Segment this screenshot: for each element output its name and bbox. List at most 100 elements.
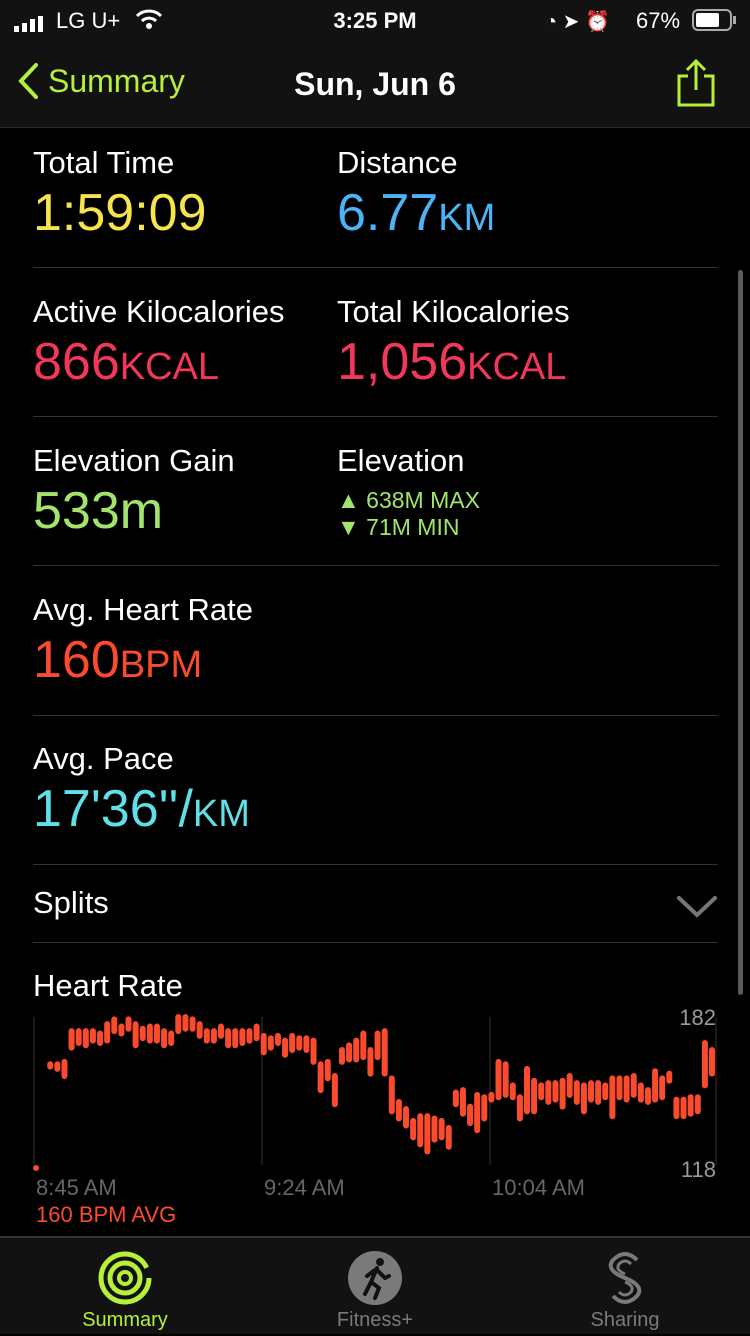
hr-bar (673, 1096, 680, 1120)
hr-bar (61, 1058, 68, 1079)
hr-bar (531, 1077, 538, 1115)
hr-bar (317, 1061, 324, 1094)
share-button[interactable] (676, 58, 716, 113)
hr-bar (310, 1037, 317, 1065)
tab-summary[interactable]: Summary (0, 1238, 250, 1336)
hr-bar (637, 1082, 644, 1103)
hr-bar (431, 1115, 438, 1143)
chevron-left-icon (18, 63, 38, 99)
hr-bar (246, 1028, 253, 1044)
hr-bar (189, 1016, 196, 1032)
hr-bar (89, 1028, 96, 1044)
avg-hr-unit: BPM (119, 644, 203, 686)
hr-bar (559, 1077, 566, 1110)
hr-bar (338, 1047, 345, 1065)
hr-bar (54, 1061, 61, 1072)
hr-bar (588, 1080, 595, 1103)
hr-bar (424, 1113, 431, 1155)
row-time-distance: Total Time 1:59:09 Distance 6.77KM (33, 145, 718, 268)
y-tick-label: 118 (681, 1157, 716, 1182)
hr-bar (580, 1082, 587, 1115)
hr-bar (395, 1098, 402, 1122)
hr-bar (289, 1032, 296, 1054)
hr-bar (97, 1030, 104, 1046)
hr-bar (609, 1075, 616, 1120)
distance-unit: KM (438, 197, 496, 239)
hr-bar (616, 1075, 623, 1101)
y-tick-label: 182 (679, 1005, 716, 1030)
hr-bar (68, 1028, 75, 1051)
total-kcal-label: Total Kilocalories (337, 294, 570, 329)
row-kcal: Active Kilocalories 866KCAL Total Kiloca… (33, 294, 718, 417)
row-elevation: Elevation Gain 533m Elevation ▲ 638M MAX… (33, 443, 718, 566)
hr-bar (374, 1030, 381, 1061)
hr-bar (573, 1080, 580, 1105)
tab-sharing[interactable]: Sharing (500, 1238, 750, 1336)
active-kcal-value: 866 (33, 333, 120, 391)
hr-bar (467, 1103, 474, 1127)
tab-bar: Summary Fitness+ Sharing (0, 1236, 750, 1334)
hr-bar (360, 1030, 367, 1061)
hr-bar (168, 1030, 175, 1046)
hr-bar (545, 1080, 552, 1105)
tab-fitness-plus[interactable]: Fitness+ (250, 1238, 500, 1336)
hr-bar (417, 1113, 424, 1148)
distance-label: Distance (337, 145, 458, 180)
back-button[interactable]: Summary (16, 62, 185, 100)
clock: 3:25 PM (333, 8, 417, 33)
hr-bar (502, 1061, 509, 1098)
tab-sharing-label: Sharing (590, 1309, 660, 1331)
hr-bar (488, 1091, 495, 1103)
hr-bar (104, 1021, 111, 1044)
hr-bar (210, 1028, 217, 1044)
x-tick-label: 8:45 AM (36, 1175, 117, 1200)
hr-bar (239, 1028, 246, 1046)
total-time: Total Time 1:59:09 (33, 145, 207, 243)
hr-bar (516, 1094, 523, 1122)
avg-hr-label: Avg. Heart Rate (33, 592, 253, 627)
elevation-min: ▼ 71M MIN (337, 514, 460, 540)
hr-bar (225, 1028, 232, 1049)
avg-pace-value: 17'36''/ (33, 780, 193, 838)
total-time-value: 1:59:09 (33, 184, 207, 242)
hr-bar (203, 1028, 210, 1044)
hr-bar (282, 1037, 289, 1058)
hr-bar (75, 1028, 82, 1046)
hr-bar (694, 1094, 701, 1115)
hr-bar (218, 1023, 225, 1039)
hr-bar (481, 1094, 488, 1122)
tab-summary-label: Summary (82, 1309, 168, 1331)
hr-bar (410, 1117, 417, 1141)
elevation-label: Elevation (337, 443, 465, 478)
scrollbar[interactable] (738, 270, 743, 995)
splits-label: Splits (33, 885, 109, 920)
active-kcal-label: Active Kilocalories (33, 294, 285, 329)
hr-bar (623, 1075, 630, 1103)
hr-bar (146, 1023, 153, 1044)
elevation-max: ▲ 638M MAX (337, 487, 480, 513)
hr-bar (33, 1165, 39, 1171)
hr-bar (346, 1042, 353, 1063)
hr-avg-label: 160 BPM AVG (36, 1202, 177, 1227)
active-kcal: Active Kilocalories 866KCAL (33, 294, 285, 392)
hr-bar (267, 1035, 274, 1051)
battery-percent: 67% (636, 8, 681, 33)
splits-row[interactable]: Splits (33, 865, 718, 943)
hr-bar (523, 1065, 530, 1115)
hr-bar (153, 1023, 160, 1044)
hr-bar (509, 1082, 516, 1101)
elevation-gain-label: Elevation Gain (33, 443, 235, 478)
hr-bar (388, 1075, 395, 1115)
hr-bar (260, 1032, 267, 1056)
hr-bar (701, 1039, 708, 1089)
page-title: Sun, Jun 6 (294, 66, 456, 102)
elevation-gain: Elevation Gain 533m (33, 443, 235, 541)
avg-pace-unit: KM (192, 793, 250, 835)
hr-bar (118, 1023, 125, 1037)
hr-bar (566, 1072, 573, 1098)
hr-bar (274, 1032, 281, 1046)
x-tick-label: 9:24 AM (264, 1175, 345, 1200)
active-kcal-unit: KCAL (119, 346, 220, 388)
hr-bar (196, 1021, 203, 1039)
hr-bar (652, 1068, 659, 1103)
